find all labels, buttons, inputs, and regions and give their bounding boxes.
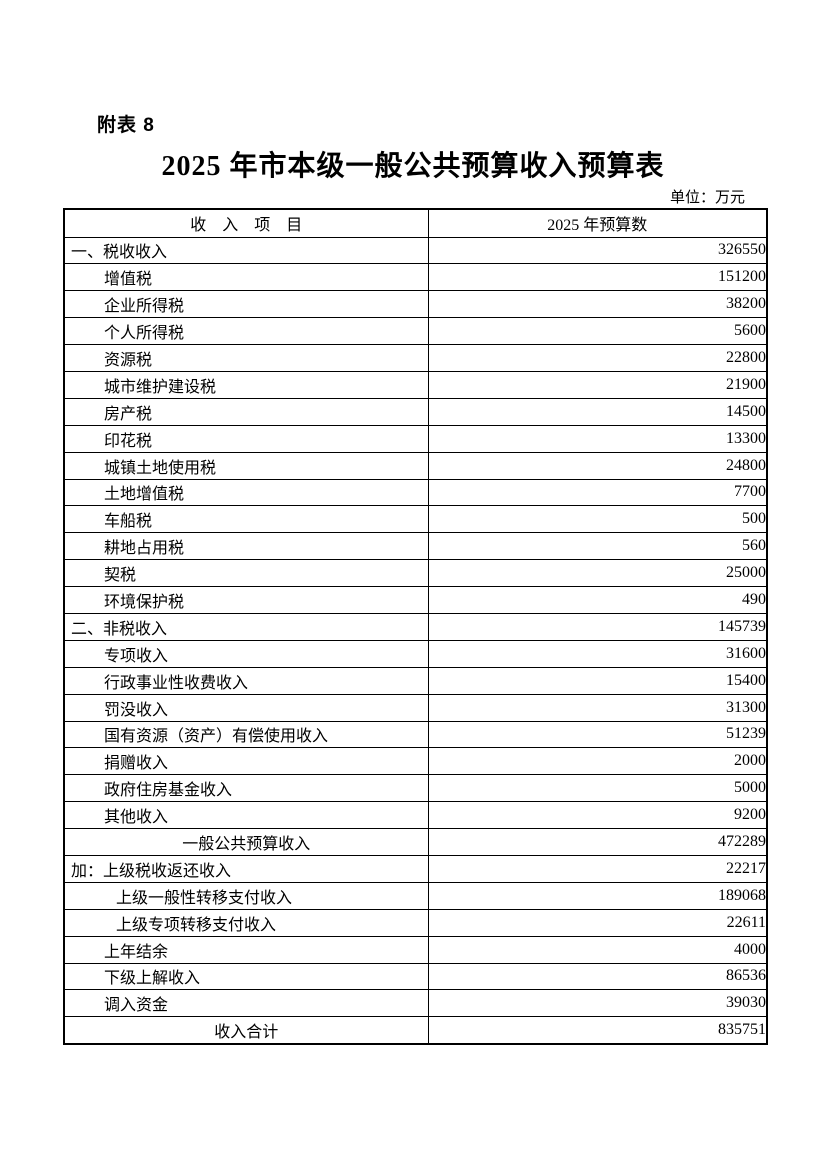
- row-value: 15400: [427, 666, 768, 695]
- row-label: 房产税: [63, 397, 429, 426]
- table-row: 房产税 14500: [63, 397, 768, 426]
- table-row: 车船税 500: [63, 505, 768, 534]
- row-value: 472289: [427, 828, 768, 856]
- table-row: 罚没收入 31300: [63, 693, 768, 722]
- table-row: 契税 25000: [63, 559, 768, 588]
- row-label: 城市维护建设税: [63, 370, 429, 399]
- row-label: 上级专项转移支付收入: [63, 908, 429, 937]
- row-label: 耕地占用税: [63, 532, 429, 561]
- row-value: 22611: [427, 908, 768, 937]
- header-row: 收 入 项 目 2025 年预算数: [63, 208, 768, 238]
- row-value: 51239: [427, 720, 768, 749]
- row-label: 下级上解收入: [63, 962, 429, 991]
- table-row: 一、税收收入 326550: [63, 236, 768, 265]
- table-row: 一般公共预算收入 472289: [63, 828, 768, 856]
- row-value: 21900: [427, 370, 768, 399]
- row-label: 契税: [63, 559, 429, 588]
- row-value: 13300: [427, 424, 768, 453]
- row-value: 500: [427, 505, 768, 534]
- row-value: 189068: [427, 881, 768, 910]
- table-row: 行政事业性收费收入 15400: [63, 666, 768, 695]
- row-value: 39030: [427, 989, 768, 1018]
- row-label: 加：上级税收返还收入: [63, 854, 429, 883]
- row-label: 环境保护税: [63, 586, 429, 614]
- budget-table: 收 入 项 目 2025 年预算数 一、税收收入 326550 增值税 151200 企…: [63, 208, 768, 1045]
- page-title: 2025 年市本级一般公共预算收入预算表: [161, 151, 665, 182]
- table-row: 印花税 13300: [63, 424, 768, 453]
- table-row: 专项收入 31600: [63, 639, 768, 668]
- table-row: 下级上解收入 86536: [63, 962, 768, 991]
- row-label: 上年结余: [63, 935, 429, 964]
- row-value: 7700: [427, 478, 768, 507]
- table-row: 资源税 22800: [63, 344, 768, 372]
- row-label: 印花税: [63, 424, 429, 453]
- row-label: 行政事业性收费收入: [63, 666, 429, 695]
- column-header-amount: 2025 年预算数: [427, 208, 768, 238]
- row-value: 5600: [427, 317, 768, 346]
- row-label: 罚没收入: [63, 693, 429, 722]
- row-value: 490: [427, 586, 768, 614]
- row-label: 上级一般性转移支付收入: [63, 881, 429, 910]
- table-row: 国有资源（资产）有偿使用收入 51239: [63, 720, 768, 749]
- row-value: 151200: [427, 263, 768, 292]
- row-value: 14500: [427, 397, 768, 426]
- row-label: 城镇土地使用税: [63, 451, 429, 480]
- table-row: 增值税 151200: [63, 263, 768, 292]
- table-row: 上级专项转移支付收入 22611: [63, 908, 768, 937]
- row-label: 收入合计: [63, 1016, 429, 1045]
- table-row: 城市维护建设税 21900: [63, 370, 768, 399]
- row-value: 31300: [427, 693, 768, 722]
- row-label: 捐赠收入: [63, 747, 429, 776]
- row-label: 个人所得税: [63, 317, 429, 346]
- table-row: 环境保护税 490: [63, 586, 768, 614]
- row-value: 5000: [427, 774, 768, 803]
- table-row: 个人所得税 5600: [63, 317, 768, 346]
- row-value: 9200: [427, 801, 768, 830]
- table-row: 土地增值税 7700: [63, 478, 768, 507]
- row-value: 38200: [427, 290, 768, 319]
- table-row: 上级一般性转移支付收入 189068: [63, 881, 768, 910]
- row-value: 31600: [427, 639, 768, 668]
- table-row: 其他收入 9200: [63, 801, 768, 830]
- table-row: 二、非税收入 145739: [63, 612, 768, 641]
- row-label: 一般公共预算收入: [63, 828, 429, 856]
- row-label: 车船税: [63, 505, 429, 534]
- row-value: 145739: [427, 612, 768, 641]
- table-row: 城镇土地使用税 24800: [63, 451, 768, 480]
- table-row: 收入合计 835751: [63, 1016, 768, 1045]
- row-label: 政府住房基金收入: [63, 774, 429, 803]
- row-value: 24800: [427, 451, 768, 480]
- row-label: 土地增值税: [63, 478, 429, 507]
- row-label: 一、税收收入: [63, 236, 429, 265]
- row-value: 2000: [427, 747, 768, 776]
- row-label: 企业所得税: [63, 290, 429, 319]
- row-value: 326550: [427, 236, 768, 265]
- table-row: 加：上级税收返还收入 22217: [63, 854, 768, 883]
- row-value: 4000: [427, 935, 768, 964]
- annex-label: 附表 8: [97, 115, 155, 136]
- row-label: 调入资金: [63, 989, 429, 1018]
- table-row: 耕地占用税 560: [63, 532, 768, 561]
- row-label: 国有资源（资产）有偿使用收入: [63, 720, 429, 749]
- row-value: 22800: [427, 344, 768, 372]
- row-label: 增值税: [63, 263, 429, 292]
- table-row: 调入资金 39030: [63, 989, 768, 1018]
- table-row: 政府住房基金收入 5000: [63, 774, 768, 803]
- row-label: 其他收入: [63, 801, 429, 830]
- row-label: 二、非税收入: [63, 612, 429, 641]
- row-value: 22217: [427, 854, 768, 883]
- unit-label: 单位：万元: [669, 190, 745, 206]
- row-value: 86536: [427, 962, 768, 991]
- row-value: 560: [427, 532, 768, 561]
- row-label: 资源税: [63, 344, 429, 372]
- table-row: 捐赠收入 2000: [63, 747, 768, 776]
- row-value: 25000: [427, 559, 768, 588]
- row-label: 专项收入: [63, 639, 429, 668]
- table-row: 上年结余 4000: [63, 935, 768, 964]
- table-row: 企业所得税 38200: [63, 290, 768, 319]
- row-value: 835751: [427, 1016, 768, 1045]
- column-header-items: 收 入 项 目: [63, 208, 429, 238]
